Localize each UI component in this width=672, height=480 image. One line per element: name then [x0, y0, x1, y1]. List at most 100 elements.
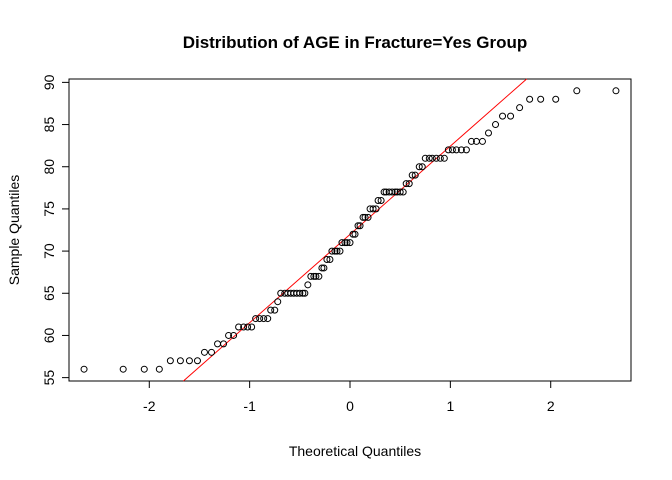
data-point — [359, 213, 367, 221]
data-point — [537, 95, 545, 103]
data-point — [492, 121, 500, 129]
data-point — [467, 137, 475, 145]
qq-reference-line — [183, 78, 527, 382]
data-point — [405, 180, 413, 188]
data-point — [402, 180, 410, 188]
data-point — [220, 340, 228, 348]
data-point — [310, 272, 318, 280]
data-point — [338, 239, 346, 247]
data-point — [271, 306, 279, 314]
y-tick-label: 80 — [41, 159, 57, 175]
data-point — [507, 112, 515, 120]
data-point — [333, 247, 341, 255]
chart-title: Distribution of AGE in Fracture=Yes Grou… — [183, 33, 528, 52]
data-point — [573, 87, 581, 95]
data-point — [418, 163, 426, 171]
data-point — [552, 95, 560, 103]
y-tick-label: 65 — [41, 285, 57, 301]
data-point — [462, 146, 470, 154]
data-point — [320, 264, 328, 272]
data-point — [343, 239, 351, 247]
data-point — [248, 323, 256, 331]
data-point — [374, 196, 382, 204]
data-point — [499, 112, 507, 120]
x-tick-label: -2 — [143, 398, 156, 414]
data-point — [304, 281, 312, 289]
x-tick-label: 0 — [346, 398, 354, 414]
y-axis-label: Sample Quantiles — [6, 175, 22, 286]
data-point — [356, 222, 364, 230]
data-point — [296, 289, 304, 297]
data-point — [301, 289, 309, 297]
data-point — [448, 146, 456, 154]
data-point — [377, 196, 385, 204]
data-point — [176, 357, 184, 365]
data-point — [432, 154, 440, 162]
data-point — [155, 365, 163, 373]
y-tick-label: 70 — [41, 243, 57, 259]
data-point — [369, 205, 377, 213]
data-point — [193, 357, 201, 365]
data-point — [235, 323, 243, 331]
data-point — [484, 129, 492, 137]
data-point — [307, 272, 315, 280]
data-point — [351, 230, 359, 238]
y-tick-label: 85 — [41, 117, 57, 133]
data-point — [277, 289, 285, 297]
x-axis-label: Theoretical Quantiles — [289, 443, 421, 459]
data-point — [361, 213, 369, 221]
data-point — [256, 315, 264, 323]
data-point — [328, 247, 336, 255]
data-point — [372, 205, 380, 213]
data-point — [415, 163, 423, 171]
data-point — [380, 188, 388, 196]
data-point — [166, 357, 174, 365]
data-point — [140, 365, 148, 373]
data-point — [478, 137, 486, 145]
data-point — [526, 95, 534, 103]
data-point — [425, 154, 433, 162]
data-point — [452, 146, 460, 154]
data-point — [396, 188, 404, 196]
data-point — [364, 213, 372, 221]
data-point — [436, 154, 444, 162]
data-point — [214, 340, 222, 348]
data-point — [326, 256, 334, 264]
data-point — [349, 230, 357, 238]
x-tick-label: 1 — [446, 398, 454, 414]
data-point — [516, 104, 524, 112]
data-point — [391, 188, 399, 196]
y-tick-label: 75 — [41, 201, 57, 217]
data-point — [612, 87, 620, 95]
y-tick-label: 60 — [41, 327, 57, 343]
data-point — [240, 323, 248, 331]
data-point — [260, 315, 268, 323]
data-point — [185, 357, 193, 365]
data-point — [80, 365, 88, 373]
y-tick-label: 90 — [41, 74, 57, 90]
points-group — [80, 87, 620, 373]
data-point — [318, 264, 326, 272]
data-point — [200, 348, 208, 356]
data-point — [388, 188, 396, 196]
data-point — [346, 239, 354, 247]
data-point — [421, 154, 429, 162]
data-point — [331, 247, 339, 255]
data-point — [264, 315, 272, 323]
data-point — [444, 146, 452, 154]
data-point — [208, 348, 216, 356]
data-point — [230, 331, 238, 339]
data-point — [244, 323, 252, 331]
data-point — [354, 222, 362, 230]
reference-line-group — [183, 78, 527, 382]
data-point — [408, 171, 416, 179]
data-point — [411, 171, 419, 179]
x-tick-label: 2 — [547, 398, 555, 414]
data-point — [336, 247, 344, 255]
data-point — [315, 272, 323, 280]
data-point — [299, 289, 307, 297]
data-point — [457, 146, 465, 154]
data-point — [440, 154, 448, 162]
data-point — [252, 315, 260, 323]
